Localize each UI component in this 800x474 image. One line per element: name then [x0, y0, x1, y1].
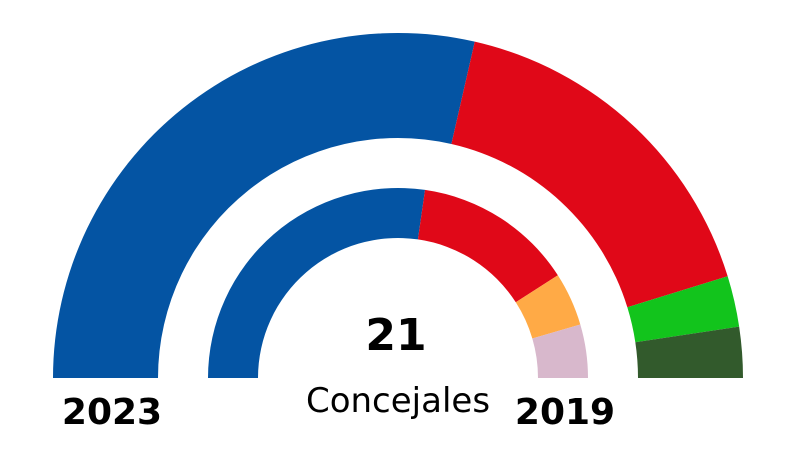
label-year-2023: 2023 [62, 392, 162, 433]
ring-2023-slice-1 [53, 33, 475, 379]
seats-caption: Concejales [306, 381, 490, 421]
ring-2023-slice-2 [451, 41, 728, 308]
ring-2019-slice-3 [515, 275, 581, 339]
ring-2019 [208, 188, 588, 378]
ring-2019-slice-4 [532, 324, 588, 378]
ring-2019-slice-1 [208, 188, 426, 378]
ring-2019-slice-2 [417, 189, 558, 303]
total-seats: 21 [365, 310, 426, 361]
label-year-2019: 2019 [515, 392, 615, 433]
ring-2023-slice-3 [627, 276, 740, 343]
ring-2023-slice-4 [635, 326, 743, 378]
ring-2023 [53, 33, 743, 379]
